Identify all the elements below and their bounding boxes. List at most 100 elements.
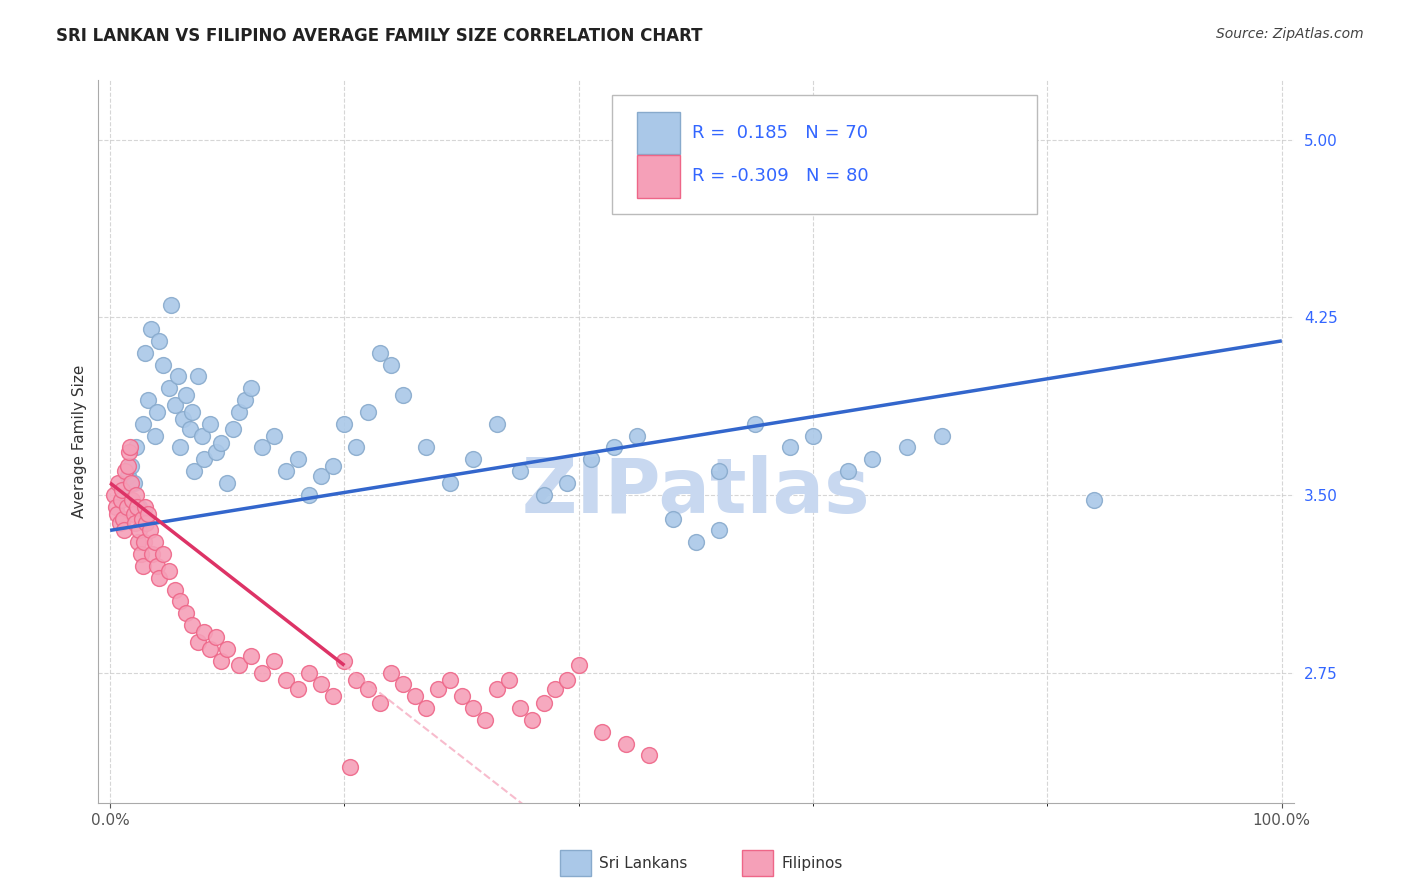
Point xyxy=(801,428,824,442)
Point xyxy=(709,524,731,538)
Text: Sri Lankans: Sri Lankans xyxy=(599,856,688,871)
FancyBboxPatch shape xyxy=(613,95,1036,214)
Point xyxy=(263,654,285,668)
Point xyxy=(217,641,239,656)
Point xyxy=(931,428,953,442)
Point xyxy=(298,665,321,680)
Point xyxy=(131,511,153,525)
Point xyxy=(122,475,145,490)
Point xyxy=(626,428,648,442)
Point xyxy=(132,535,156,549)
Point xyxy=(368,345,391,359)
Point xyxy=(1083,492,1105,507)
Point xyxy=(118,445,141,459)
Point xyxy=(112,488,135,502)
Point xyxy=(614,737,637,751)
Point xyxy=(392,388,415,402)
Point xyxy=(239,648,262,663)
Point xyxy=(141,322,163,336)
Point xyxy=(322,459,344,474)
Point xyxy=(474,713,496,727)
Point xyxy=(111,483,134,497)
Point xyxy=(357,682,380,697)
Point xyxy=(139,524,162,538)
Point xyxy=(107,475,129,490)
Point xyxy=(837,464,859,478)
Point xyxy=(135,516,157,531)
Point xyxy=(211,435,233,450)
Point xyxy=(190,428,212,442)
Point xyxy=(252,441,274,455)
Point xyxy=(181,405,204,419)
Point xyxy=(439,475,461,490)
Point xyxy=(157,564,180,578)
Point xyxy=(132,417,155,431)
Point xyxy=(103,488,125,502)
Point xyxy=(143,535,166,549)
Point xyxy=(415,701,437,715)
Point xyxy=(163,398,186,412)
Point xyxy=(217,475,239,490)
Point xyxy=(193,452,215,467)
Text: Source: ZipAtlas.com: Source: ZipAtlas.com xyxy=(1216,27,1364,41)
Point xyxy=(125,441,148,455)
Point xyxy=(204,630,226,644)
Point xyxy=(274,673,297,687)
Point xyxy=(169,594,191,608)
Text: R = -0.309   N = 80: R = -0.309 N = 80 xyxy=(692,168,869,186)
Point xyxy=(252,665,274,680)
Point xyxy=(661,511,683,525)
Point xyxy=(533,696,555,710)
Point xyxy=(136,507,159,521)
Point xyxy=(579,452,602,467)
Point xyxy=(121,492,143,507)
Point xyxy=(134,345,156,359)
Point xyxy=(179,421,201,435)
Point xyxy=(128,524,150,538)
Point xyxy=(198,417,221,431)
Point xyxy=(555,475,578,490)
Point xyxy=(187,369,209,384)
Point xyxy=(108,516,131,531)
Point xyxy=(638,748,661,763)
Point xyxy=(193,625,215,640)
Point xyxy=(333,417,356,431)
Point xyxy=(744,417,766,431)
Point xyxy=(368,696,391,710)
Point xyxy=(141,547,163,561)
Point xyxy=(287,452,309,467)
Point xyxy=(120,459,142,474)
FancyBboxPatch shape xyxy=(637,155,681,198)
Point xyxy=(233,393,256,408)
Point xyxy=(357,405,380,419)
Point xyxy=(128,500,150,514)
FancyBboxPatch shape xyxy=(637,112,681,154)
Point xyxy=(117,469,139,483)
Point xyxy=(122,507,145,521)
Point xyxy=(134,500,156,514)
Point xyxy=(125,488,148,502)
Point xyxy=(183,464,205,478)
Point xyxy=(222,421,245,435)
Point xyxy=(709,464,731,478)
Point xyxy=(309,469,332,483)
Point xyxy=(498,673,520,687)
Point xyxy=(143,428,166,442)
Point xyxy=(896,441,918,455)
Point xyxy=(172,412,194,426)
Point xyxy=(427,682,450,697)
Point xyxy=(152,547,174,561)
Point xyxy=(860,452,883,467)
Point xyxy=(404,689,426,703)
Point xyxy=(333,654,356,668)
Point xyxy=(380,665,402,680)
Point xyxy=(174,388,197,402)
Point xyxy=(463,701,485,715)
Point xyxy=(105,507,128,521)
Point xyxy=(132,558,155,573)
Point xyxy=(603,441,626,455)
Point xyxy=(555,673,578,687)
Y-axis label: Average Family Size: Average Family Size xyxy=(72,365,87,518)
Point xyxy=(533,488,555,502)
Point xyxy=(127,500,149,514)
